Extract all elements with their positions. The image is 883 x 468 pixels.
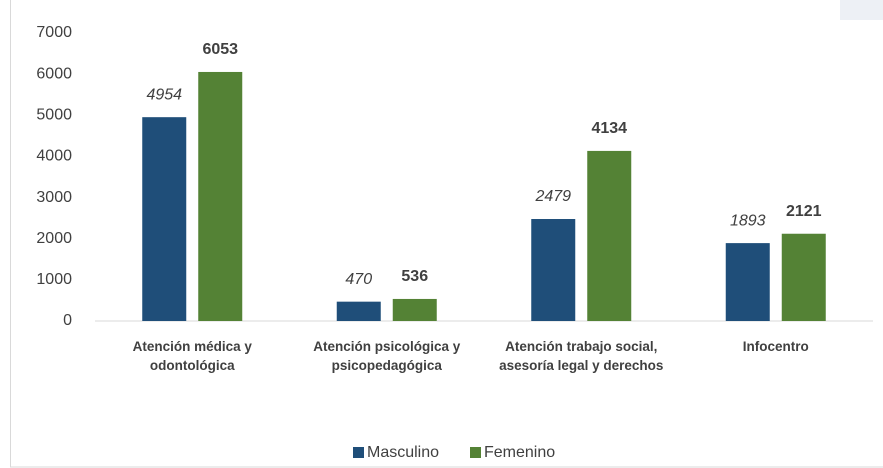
- data-label: 2479: [534, 188, 571, 205]
- bar: [336, 301, 381, 321]
- y-tick-label: 4000: [36, 148, 72, 165]
- data-label: 4134: [591, 120, 627, 137]
- bar: [725, 243, 770, 321]
- bar: [587, 150, 632, 321]
- data-label: 1893: [730, 212, 766, 229]
- data-label: 536: [401, 268, 428, 285]
- y-tick-label: 1000: [36, 271, 72, 288]
- bar: [198, 71, 243, 322]
- data-label: 6053: [202, 41, 238, 58]
- chart-border: [10, 0, 883, 468]
- data-label: 470: [345, 271, 372, 288]
- bar: [392, 298, 437, 321]
- x-tick-label: Atención trabajo social, asesoría legal …: [499, 339, 664, 373]
- data-label: 2121: [786, 203, 822, 220]
- y-tick-label: 3000: [36, 189, 72, 206]
- bar: [781, 233, 826, 321]
- y-tick-label: 6000: [36, 65, 72, 82]
- x-tick-label: Infocentro: [742, 339, 809, 354]
- legend-label: Femenino: [484, 444, 555, 461]
- bar: [142, 117, 187, 321]
- y-tick-label: 5000: [36, 107, 72, 124]
- legend-swatch: [470, 447, 481, 458]
- legend-label: Masculino: [367, 444, 439, 461]
- legend-swatch: [353, 447, 364, 458]
- data-label: 4954: [146, 86, 182, 103]
- y-tick-label: 7000: [36, 24, 72, 41]
- x-tick-label: Atención psicológica y psicopedagógica: [313, 339, 461, 373]
- y-tick-label: 2000: [36, 230, 72, 247]
- bar: [531, 219, 576, 321]
- y-tick-label: 0: [63, 312, 72, 329]
- corner-decoration: [840, 0, 883, 20]
- x-tick-label: Atención médica y odontológica: [132, 339, 252, 373]
